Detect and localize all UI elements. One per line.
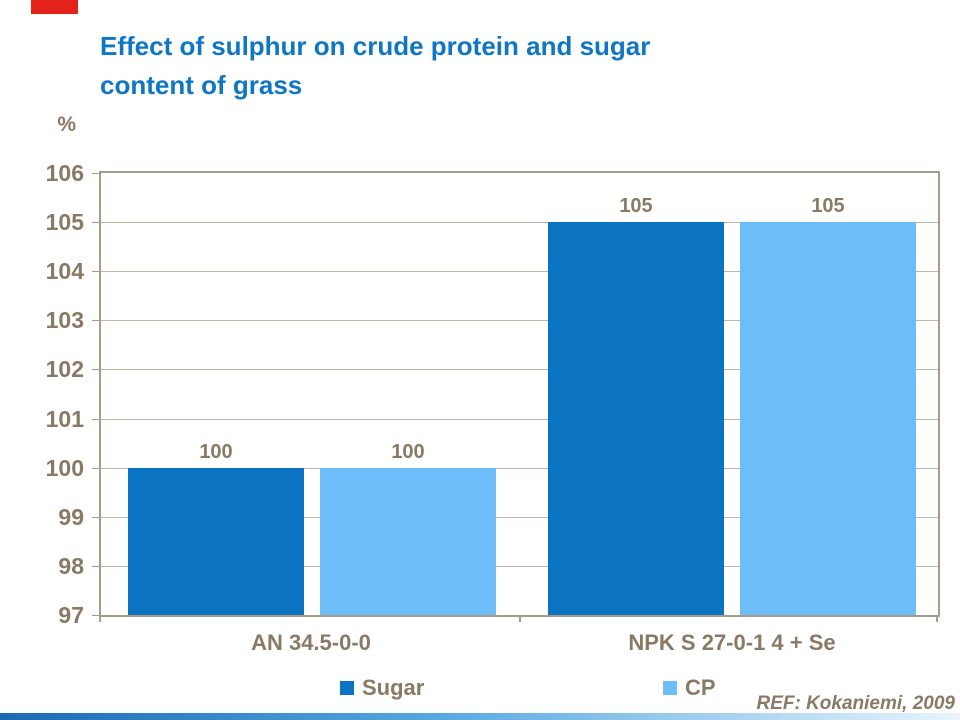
bar-value-label: 100 [391, 441, 425, 463]
gridline [101, 566, 938, 567]
y-axis-label: 97 [58, 602, 84, 628]
y-axis-unit-label: % [57, 113, 76, 136]
red-accent-bar [31, 0, 78, 14]
y-axis-label: 104 [45, 258, 84, 284]
y-axis-tick [92, 369, 99, 370]
legend: Sugar CP [0, 676, 960, 702]
x-axis-tick [99, 615, 101, 622]
gridline [101, 271, 938, 272]
y-axis-tick [92, 517, 99, 518]
bar-sugar-1 [128, 468, 304, 615]
bar-cp-1 [320, 468, 496, 615]
chart-title-line-2: content of grass [100, 70, 303, 100]
chart-title: Effect of sulphur on crude protein and s… [100, 27, 650, 105]
bar-value-label: 105 [619, 195, 653, 217]
bar-sugar-2 [548, 222, 724, 615]
bar-cp-2 [740, 222, 916, 615]
chart-title-line-1: Effect of sulphur on crude protein and s… [100, 31, 651, 61]
y-axis-tick [92, 566, 99, 567]
reference-text: REF: Kokaniemi, 2009 [756, 693, 955, 714]
x-axis-tick [936, 615, 938, 622]
y-axis-tick [92, 419, 99, 420]
x-axis-tick [519, 615, 521, 622]
gridline [101, 369, 938, 370]
legend-item-cp: CP [663, 676, 716, 700]
y-axis-label: 99 [58, 504, 84, 530]
y-axis-tick [92, 222, 99, 223]
gridline [101, 517, 938, 518]
gridline [101, 320, 938, 321]
y-axis-label: 98 [58, 553, 84, 579]
category-label-an-34-5-0-0: AN 34.5-0-0 [251, 630, 371, 655]
bar-value-label: 105 [811, 195, 845, 217]
cp-series-swatch-icon [663, 681, 677, 695]
y-axis-tick [92, 271, 99, 272]
y-axis-tick [92, 320, 99, 321]
y-axis-label: 103 [45, 307, 84, 333]
bottom-gradient-bar [0, 713, 960, 720]
bar-value-label: 100 [199, 441, 233, 463]
y-axis-label: 105 [45, 209, 84, 235]
y-axis-tick [92, 615, 99, 616]
y-axis-label: 106 [45, 160, 84, 186]
gridline [101, 222, 938, 223]
legend-item-sugar: Sugar [340, 676, 424, 700]
plot-area: 100 100 105 105 [92, 171, 940, 622]
category-label-npk-s-27-0-1-4-se: NPK S 27-0-1 4 + Se [628, 630, 836, 655]
y-axis-label: 100 [45, 455, 84, 481]
gridline [101, 468, 938, 469]
y-axis-tick [92, 468, 99, 469]
y-axis-label: 101 [45, 406, 84, 432]
sugar-series-swatch-icon [340, 681, 354, 695]
y-axis-label: 102 [45, 356, 84, 382]
y-axis-tick-labels: 97 98 99 100 101 102 103 104 105 106 [0, 161, 84, 627]
y-axis-tick [92, 173, 99, 174]
legend-label-cp: CP [685, 675, 716, 700]
gridline [101, 419, 938, 420]
legend-label-sugar: Sugar [362, 675, 425, 700]
